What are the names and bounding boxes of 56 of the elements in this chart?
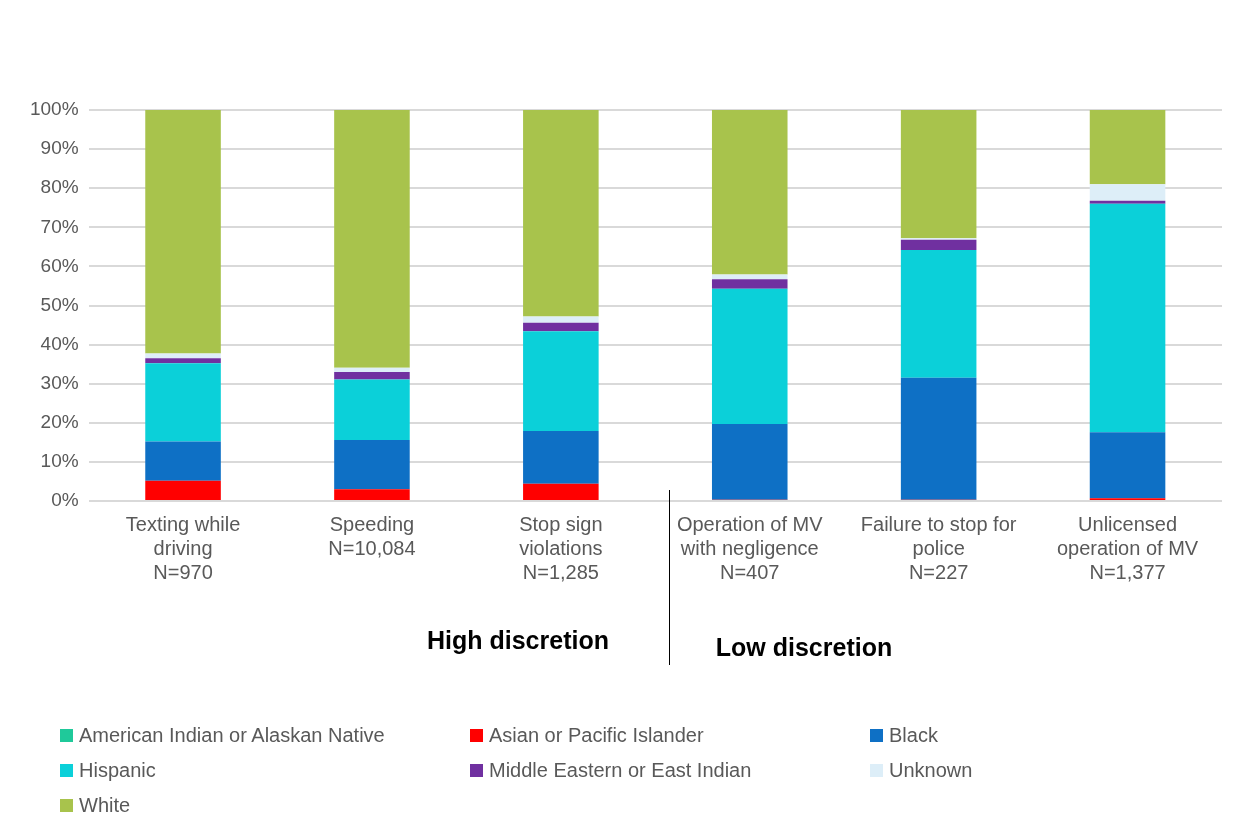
legend-label: Middle Eastern or East Indian <box>489 759 752 782</box>
y-tick-label: 100% <box>29 98 79 120</box>
x-tick-label: Failure to stop for police N=227 <box>860 512 1017 583</box>
bar <box>145 441 221 481</box>
y-tick-label: 50% <box>40 293 79 315</box>
bar <box>711 110 788 275</box>
y-tick-label: 90% <box>40 137 79 159</box>
bar <box>145 110 221 354</box>
bar <box>145 363 221 442</box>
bar <box>1089 203 1166 433</box>
bar <box>1089 200 1166 204</box>
text: High discretion <box>427 626 609 655</box>
y-tick-label: 60% <box>40 254 79 276</box>
bar <box>711 423 788 500</box>
bar <box>523 331 599 432</box>
bar <box>711 279 788 289</box>
y-tick-label: 80% <box>40 176 79 198</box>
legend-label: Unknown <box>889 759 973 782</box>
y-tick-label: 70% <box>40 215 79 237</box>
bar <box>334 371 410 380</box>
bar <box>711 288 788 424</box>
y-tick-label: 10% <box>40 450 79 472</box>
bar <box>900 110 977 239</box>
bar <box>523 322 599 332</box>
bar <box>1089 184 1166 201</box>
text: Low discretion <box>715 633 893 662</box>
x-tick-label: Stop sign violations N=1,285 <box>519 512 603 583</box>
bar <box>1089 432 1166 499</box>
y-tick-label: 30% <box>40 371 79 393</box>
legend-label: Black <box>889 724 938 747</box>
bar <box>523 110 599 317</box>
bar <box>334 110 410 368</box>
legend-label: Hispanic <box>79 759 156 782</box>
bar <box>334 489 410 500</box>
bar <box>1089 110 1166 185</box>
bar <box>334 379 410 440</box>
legend-label: American Indian or Alaskan Native <box>79 724 385 747</box>
legend-label: White <box>79 794 131 817</box>
bar <box>334 367 410 372</box>
bar <box>523 431 599 484</box>
bar <box>900 377 977 500</box>
x-tick-label: Operation of MV with negligence N=407 <box>676 512 824 583</box>
y-tick-label: 20% <box>40 411 79 433</box>
x-tick-label: Speeding N=10,084 <box>328 512 416 559</box>
bar <box>523 316 599 323</box>
bar <box>145 480 221 500</box>
y-tick-label: 40% <box>40 332 79 354</box>
bar <box>145 358 221 364</box>
x-tick-label: Texting while driving N=970 <box>125 512 241 583</box>
bar <box>900 239 977 250</box>
legend-label: Asian or Pacific Islander <box>489 724 704 747</box>
bar <box>523 483 599 500</box>
bar <box>900 249 977 378</box>
x-tick-label: Unlicensed operation of MV N=1,377 <box>1056 512 1199 583</box>
y-tick-label: 0% <box>51 489 79 511</box>
bar <box>334 440 410 490</box>
